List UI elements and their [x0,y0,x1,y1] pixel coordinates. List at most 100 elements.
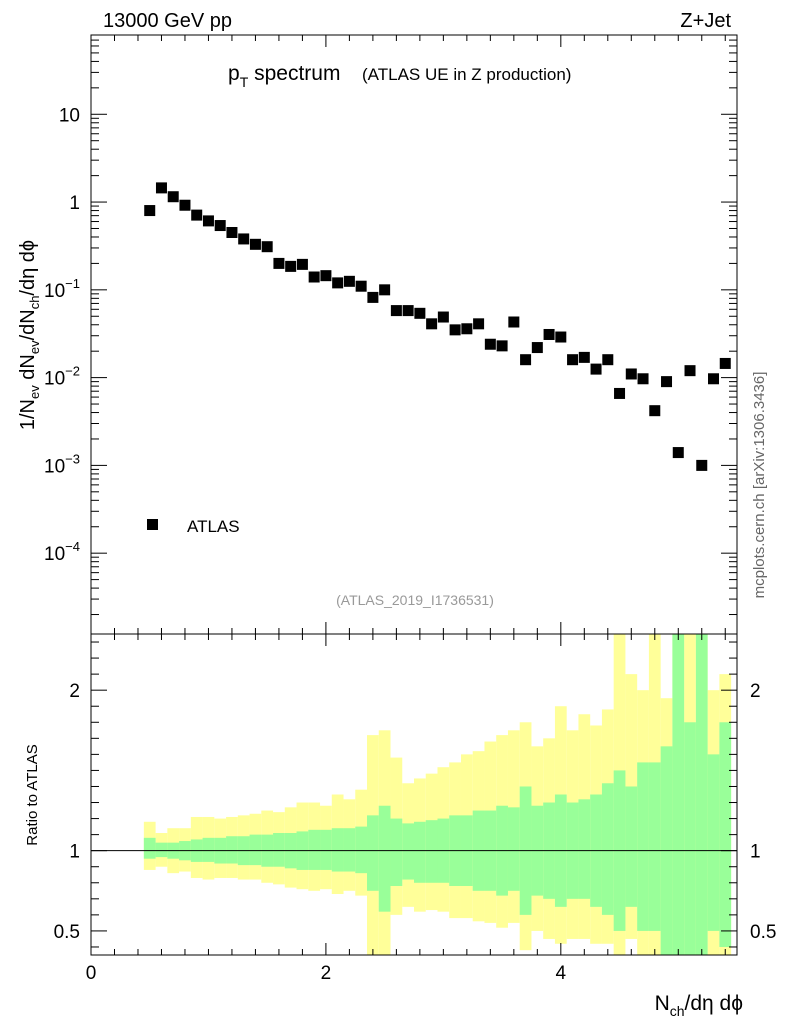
data-point [625,368,637,380]
ratio-y-tick-label-left: 0.5 [54,922,80,943]
ratio-y-tick-label-right: 2 [750,681,761,702]
data-point [238,233,250,245]
energy-label: 13000 GeV pp [103,10,232,32]
plot-subtitle: (ATLAS UE in Z production) [362,65,571,84]
stat-uncertainty-bin [425,820,438,883]
data-point [414,307,426,319]
stat-uncertainty-bin [249,834,262,866]
stat-uncertainty-bin [672,634,685,955]
main-y-axis-label: 1/Nev dNev/dNch/dη dϕ [17,240,42,430]
data-point [567,354,579,366]
mcplots-watermark: mcplots.cern.ch [arXiv:1306.3436] [751,372,768,599]
main-y-tick-label: 10 [59,105,80,126]
stat-uncertainty-bin [226,836,238,864]
main-y-tick-label: 10−3 [44,451,80,477]
data-point [202,215,214,227]
stat-uncertainty-bin [601,783,614,915]
stat-uncertainty-bin [707,754,720,931]
x-tick-label: 4 [556,963,567,984]
tick-labels: 10 1 10−1 10−2 10−3 10−4 0.5 0.5 1 1 2 2 0 2 4 [44,105,776,984]
stat-uncertainty-bin [320,829,332,870]
plot-title: pT spectrum [228,62,340,90]
analysis-label: (ATLAS_2019_I1736531) [336,592,494,608]
data-point [719,357,731,369]
data-point [649,405,661,417]
data-point [684,365,696,377]
x-tick-label: 0 [86,963,97,984]
stat-uncertainty-bin [143,837,156,859]
stat-uncertainty-bin [578,799,591,899]
stat-uncertainty-bin [637,762,649,931]
plot-title-p: p [228,62,240,85]
data-point [191,209,203,221]
stat-uncertainty-bin [507,807,520,891]
data-point [332,277,344,289]
ratio-y-tick-label-right: 1 [750,842,761,863]
stat-uncertainty-bin [355,826,368,874]
stat-uncertainty-bin [625,786,638,907]
data-point [367,291,379,303]
data-point [508,316,520,328]
process-label: Z+Jet [680,10,731,32]
data-point [390,305,402,317]
data-point [578,351,590,363]
data-point [661,376,673,388]
stat-uncertainty-bin [719,722,732,947]
data-point [696,459,708,471]
legend-label: ATLAS [187,517,240,536]
legend-marker [147,519,158,530]
stat-uncertainty-bin [414,821,426,883]
data-point [496,340,508,352]
main-plot-frame [90,34,738,635]
ratio-y-axis-label: Ratio to ATLAS [24,744,41,845]
data-point [449,324,461,336]
plot-title-subscript: T [240,74,249,90]
data-point [144,205,156,217]
stat-uncertainty-bin [378,805,391,912]
data-point [285,260,297,272]
ratio-bands [91,634,737,955]
stat-uncertainty-bin [684,722,696,955]
data-point [155,182,167,194]
data-point [308,271,320,283]
data-point [249,238,261,250]
data-point [320,270,332,282]
main-y-tick-label: 10−4 [44,539,80,565]
stat-uncertainty-bin [695,634,708,955]
stat-uncertainty-bin [402,823,414,880]
stat-uncertainty-bin [308,829,321,870]
stat-uncertainty-bin [648,762,661,931]
axes [90,34,738,956]
stat-uncertainty-bin [155,842,168,858]
data-point [296,258,308,270]
data-point [590,363,602,375]
data-point [461,323,473,335]
data-point [379,284,391,296]
ratio-plot-frame [90,633,738,956]
plot-title-rest: spectrum [248,62,340,85]
data-point [672,447,684,459]
x-tick-label: 2 [321,963,332,984]
stat-uncertainty-bin [343,828,356,872]
data-point [602,354,614,366]
data-point [555,331,567,343]
data-point [355,280,367,292]
main-y-tick-label: 10−2 [44,364,80,390]
data-point [343,275,355,287]
data-point [708,373,720,385]
ratio-y-tick-label-right: 0.5 [750,922,776,943]
ratio-y-tick-label-left: 2 [69,681,80,702]
data-point [214,220,226,232]
data-point [520,354,532,366]
main-y-tick-label: 10−1 [44,276,80,302]
ratio-y-tick-label-left: 1 [69,842,80,863]
data-point [484,338,496,350]
x-axis-label: Nch/dη dϕ [655,992,743,1019]
data-point [179,199,191,211]
data-point [531,342,543,354]
data-point [167,191,179,203]
stat-uncertainty-bin [367,815,379,891]
data-point [226,226,238,238]
data-point [437,311,449,323]
